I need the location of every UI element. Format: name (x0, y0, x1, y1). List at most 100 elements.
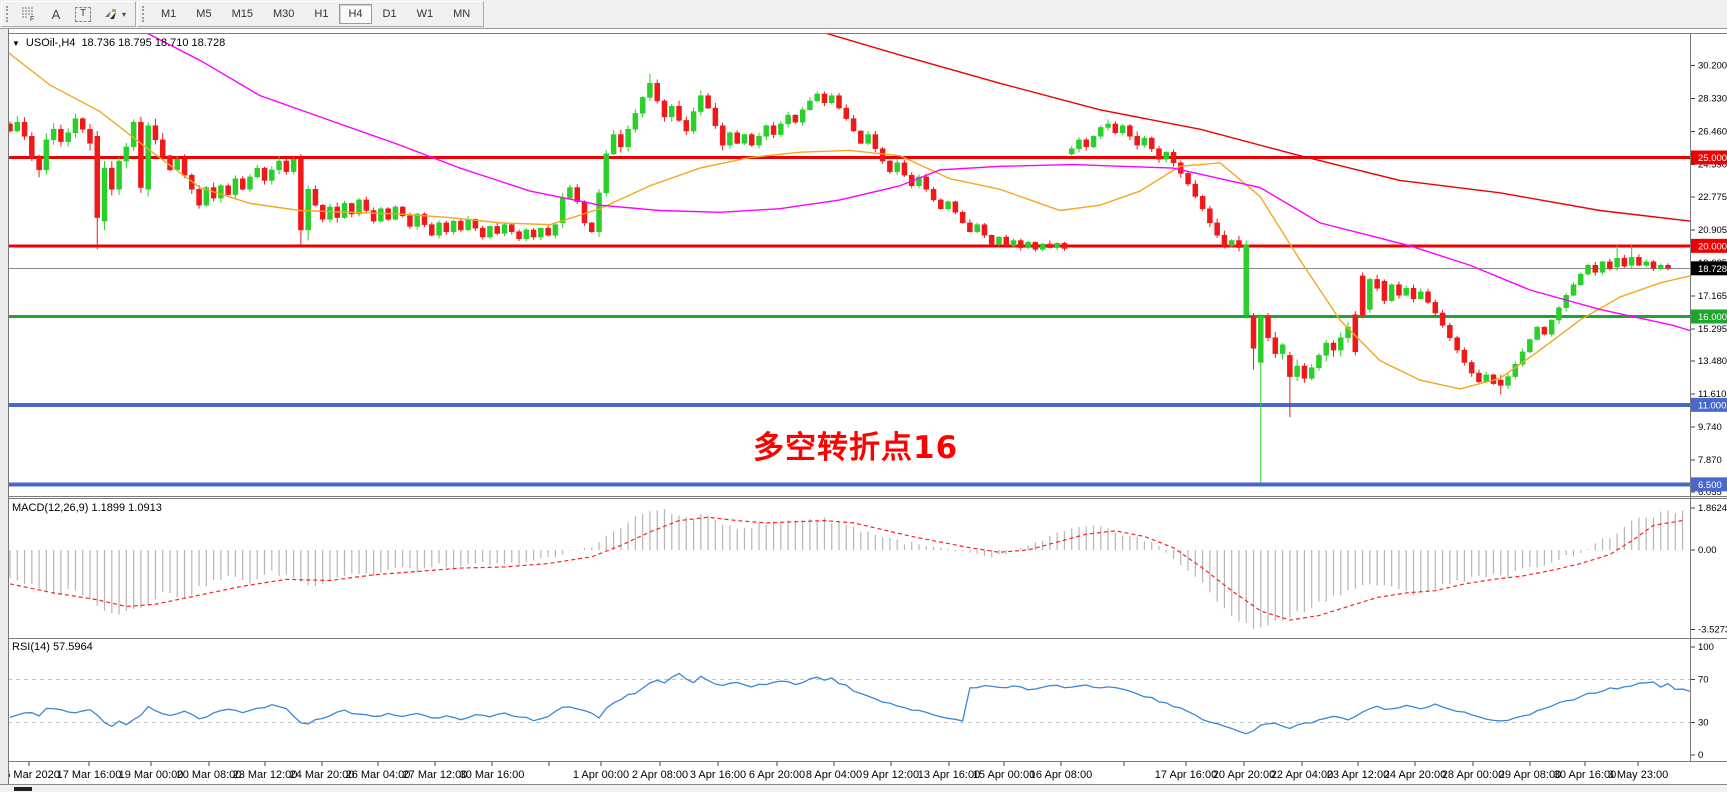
ma-mid-magenta (147, 34, 1690, 332)
price-scale[interactable]: 30.20028.33026.46024.59022.77520.90519.0… (1691, 61, 1727, 762)
timeframe-button-m30[interactable]: M30 (264, 4, 303, 24)
svg-text:11.000: 11.000 (1698, 400, 1726, 411)
scrollbar-stub[interactable] (14, 787, 32, 791)
rsi-line (9, 672, 1690, 735)
time-tick-label: 26 Mar 04:00 (346, 769, 411, 781)
price-tick-label: 24.590 (1698, 160, 1727, 171)
price-tick-label: 7.870 (1698, 455, 1722, 466)
macd-scale-label: 1.8624 (1698, 503, 1727, 514)
level-price-box-16.000: 16.000 (1691, 309, 1727, 324)
main-price-panel[interactable] (0, 29, 1690, 487)
time-tick-label: 16 Apr 08:00 (1030, 769, 1092, 781)
time-tick-label: 13 Apr 16:00 (918, 769, 980, 781)
time-tick-label: 30 Mar 16:00 (460, 769, 525, 781)
bottom-strip (0, 784, 1727, 792)
timeframe-button-m1[interactable]: M1 (152, 4, 185, 24)
symbol-period-label: USOil-,H4 (25, 37, 76, 49)
toolbar: F A T ▾ M1 M5 M15 M30 H1 H4 D1 W1 MN (0, 0, 1727, 29)
time-tick-label: 2 Apr 08:00 (632, 769, 688, 781)
text-label-icon: T (75, 6, 91, 22)
time-tick-label: 24 Mar 20:00 (290, 769, 355, 781)
letter-a-icon: A (51, 6, 61, 22)
toolbar-grip[interactable] (6, 6, 11, 22)
font-tool-button[interactable]: A (44, 4, 68, 24)
time-tick-label: 19 Mar 00:00 (119, 769, 184, 781)
macd-indicator-label: MACD(12,26,9) 1.1899 1.0913 (12, 502, 162, 514)
svg-text:25.000: 25.000 (1698, 153, 1727, 164)
time-tick-label: 15 Apr 00:00 (973, 769, 1035, 781)
price-tick-label: 22.775 (1698, 192, 1727, 203)
time-tick-label: 29 Apr 08:00 (1499, 769, 1561, 781)
chart-area[interactable]: 30.20028.33026.46024.59022.77520.90519.0… (0, 29, 1727, 792)
macd-panel[interactable] (9, 509, 1684, 629)
timeframe-button-d1[interactable]: D1 (374, 4, 406, 24)
macd-scale-label: 0.00 (1698, 545, 1717, 556)
time-tick-label: 8 Apr 04:00 (806, 769, 862, 781)
rsi-scale-label: 30 (1698, 718, 1709, 729)
timeframe-button-mn[interactable]: MN (444, 4, 479, 24)
shapes-tool-button[interactable]: ▾ (98, 4, 131, 24)
toolbar-grip[interactable] (142, 6, 147, 22)
time-tick-label: 3 May 23:00 (1608, 769, 1669, 781)
chart-text-annotation[interactable]: 多空转折点16 (753, 430, 959, 466)
time-tick-label: 27 Mar 12:00 (403, 769, 468, 781)
timeframe-button-w1[interactable]: W1 (408, 4, 443, 24)
time-tick-label: 1 Apr 00:00 (573, 769, 629, 781)
time-tick-label: 17 Apr 16:00 (1155, 769, 1217, 781)
window-left-edge (0, 29, 9, 792)
rsi-indicator-label: RSI(14) 57.5964 (12, 641, 93, 653)
time-tick-label: 23 Apr 12:00 (1327, 769, 1389, 781)
time-tick-label: 24 Apr 20:00 (1384, 769, 1446, 781)
candlestick-series (8, 73, 1671, 483)
price-tick-label: 15.295 (1698, 324, 1727, 335)
text-label-tool-button[interactable]: T (70, 4, 96, 24)
svg-text:20.000: 20.000 (1698, 241, 1727, 252)
macd-signal-line (9, 516, 1683, 621)
price-tick-label: 9.740 (1698, 422, 1722, 433)
drawing-tools-group: F A T ▾ (1, 1, 137, 27)
time-tick-label: 3 Apr 16:00 (690, 769, 746, 781)
time-tick-label: 9 Apr 12:00 (863, 769, 919, 781)
price-tick-label: 28.330 (1698, 94, 1727, 105)
level-price-box-6.500: 6.500 (1691, 477, 1727, 492)
rsi-scale-label: 100 (1698, 642, 1714, 653)
time-tick-label: 22 Apr 04:00 (1271, 769, 1333, 781)
svg-text:16.000: 16.000 (1698, 312, 1727, 323)
time-tick-label: 16 Mar 2020 (0, 769, 60, 781)
level-price-box-11.000: 11.000 (1691, 397, 1727, 412)
price-tick-label: 13.480 (1698, 356, 1727, 367)
price-tick-label: 26.460 (1698, 127, 1727, 138)
chart-title: ▼ USOil-,H4 18.736 18.795 18.710 18.728 (12, 37, 225, 49)
current-price-box: 18.728 (1691, 261, 1727, 276)
grid-f-tool-button[interactable]: F (16, 4, 42, 24)
ma-fast-orange (8, 51, 1690, 390)
price-tick-label: 20.905 (1698, 225, 1727, 236)
grid-f-icon: F (22, 7, 34, 22)
timeframe-group: M1 M5 M15 M30 H1 H4 D1 W1 MN (137, 1, 485, 27)
timeframe-button-h1[interactable]: H1 (305, 4, 337, 24)
price-tick-label: 17.165 (1698, 291, 1727, 302)
time-tick-label: 6 Apr 20:00 (749, 769, 805, 781)
rsi-panel[interactable] (8, 672, 1690, 735)
time-tick-label: 20 Mar 08:00 (177, 769, 242, 781)
rsi-scale-label: 0 (1698, 750, 1703, 761)
ohlc-quote-label: 18.736 18.795 18.710 18.728 (81, 37, 226, 49)
level-price-box-25.000: 25.000 (1691, 150, 1727, 165)
svg-text:18.728: 18.728 (1698, 264, 1727, 275)
timeframe-button-m5[interactable]: M5 (187, 4, 220, 24)
chevron-down-icon[interactable]: ▼ (12, 38, 20, 48)
svg-text:6.500: 6.500 (1698, 480, 1722, 491)
time-tick-label: 23 Mar 12:00 (233, 769, 298, 781)
price-tick-label: 6.055 (1698, 487, 1722, 498)
chart-canvas[interactable]: 30.20028.33026.46024.59022.77520.90519.0… (0, 29, 1727, 792)
timeframe-button-h4[interactable]: H4 (339, 4, 372, 24)
chevron-down-icon: ▾ (122, 9, 127, 19)
shapes-arrows-icon (105, 9, 116, 19)
time-tick-label: 30 Apr 16:00 (1554, 769, 1616, 781)
timeframe-button-m15[interactable]: M15 (223, 4, 262, 24)
time-tick-label: 17 Mar 16:00 (57, 769, 122, 781)
svg-text:F: F (30, 16, 34, 22)
price-tick-label: 30.200 (1698, 61, 1727, 72)
